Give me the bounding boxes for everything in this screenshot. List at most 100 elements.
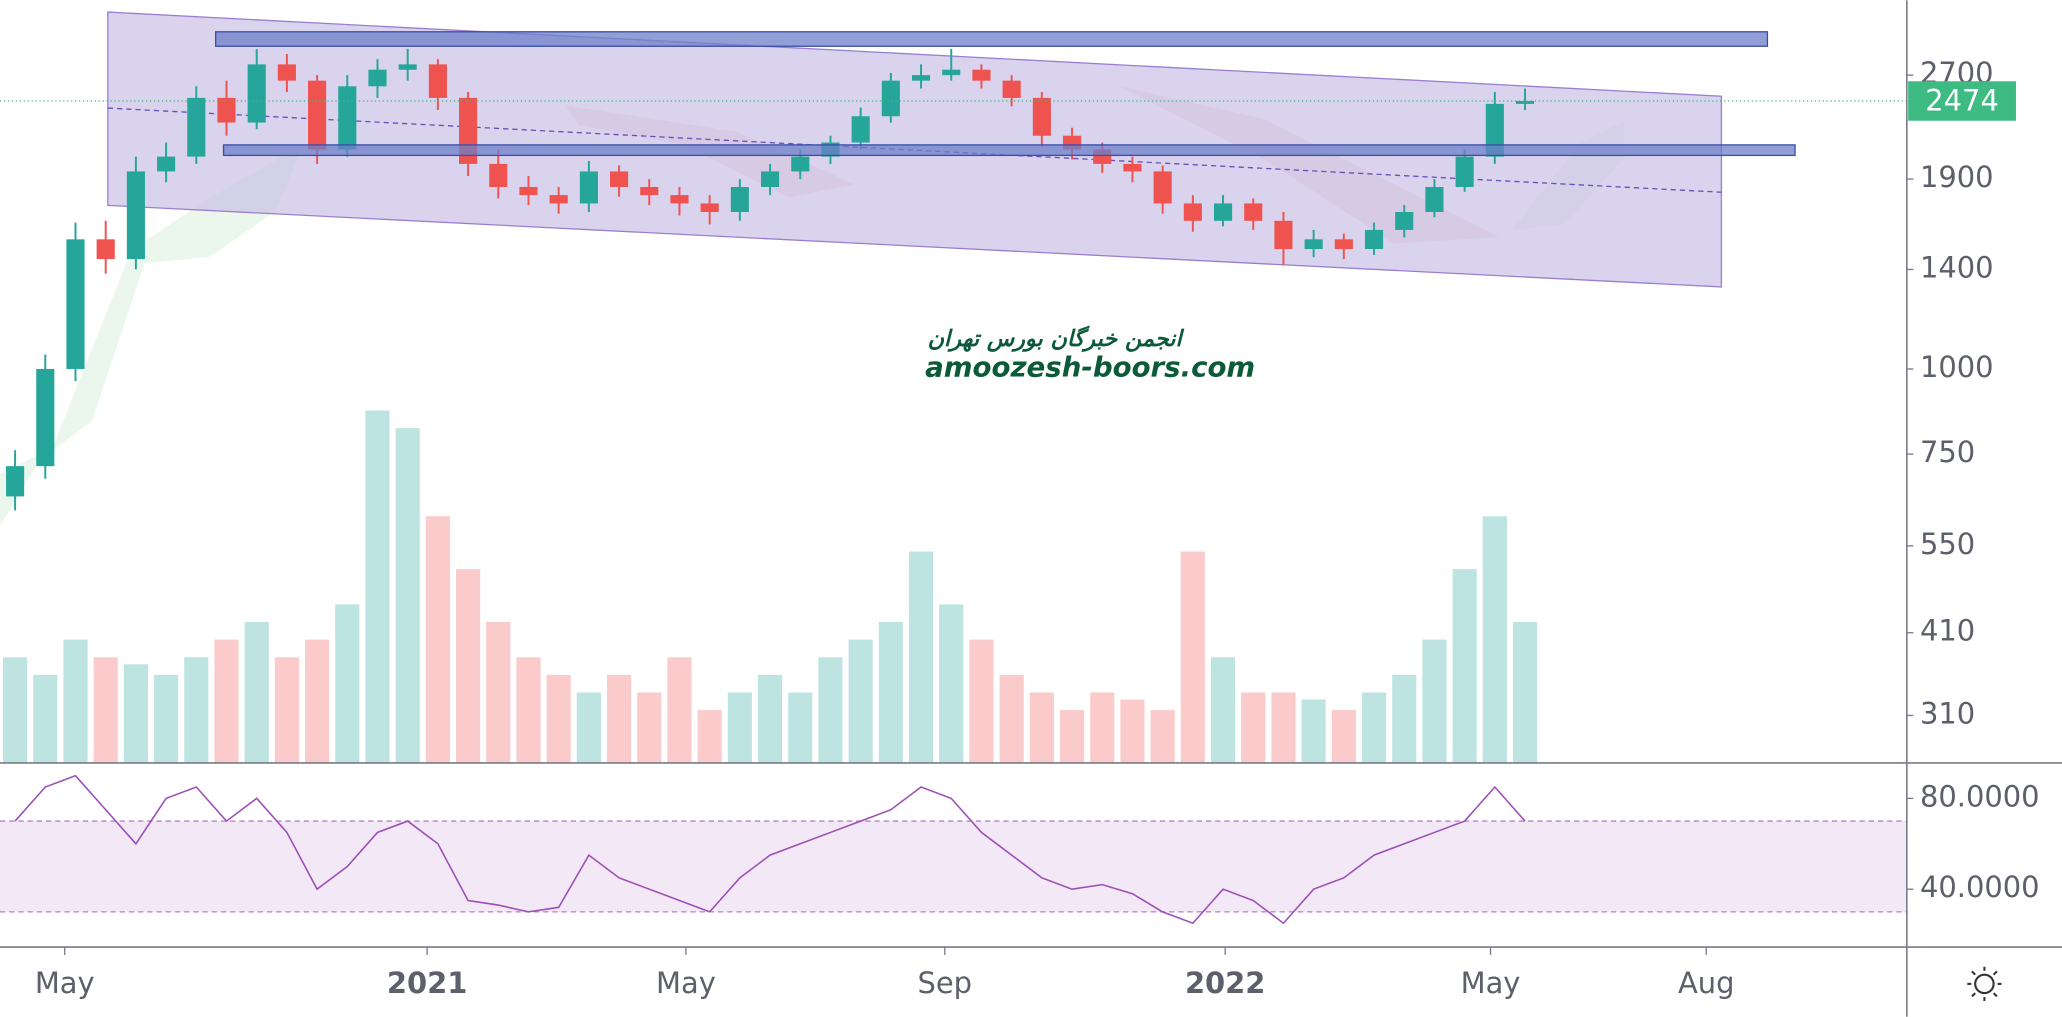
candle-body: [549, 195, 568, 204]
price-layer: [0, 48, 1907, 925]
candle-body: [519, 186, 538, 196]
candle-body: [157, 156, 176, 172]
volume-bar: [335, 604, 360, 763]
volume-bar: [1090, 692, 1115, 763]
volume-bar: [999, 674, 1024, 763]
channel-midline: [107, 107, 1722, 193]
rsi-tick-label: 40.0000: [1920, 870, 2040, 904]
watermark-persian: انجمن خبرگان بورس تهران: [928, 325, 1185, 352]
volume-bar: [1150, 710, 1175, 763]
candle-body: [1123, 163, 1142, 172]
candle-body: [338, 86, 357, 150]
candle-body: [972, 69, 991, 81]
candle-body: [1515, 100, 1535, 104]
volume-bar: [1210, 657, 1236, 763]
candle-body: [1213, 203, 1233, 221]
candle-body: [1002, 80, 1021, 98]
last-price-box: [1908, 81, 2016, 121]
candle-body: [670, 195, 689, 204]
candle-body: [579, 171, 598, 204]
y-tick-label: 1000: [1920, 350, 1994, 384]
y-tick-label: 310: [1920, 696, 1975, 730]
candle-body: [126, 171, 145, 260]
resistance-zone: [215, 31, 1769, 47]
volume-bar: [969, 639, 994, 763]
candle-body: [1455, 156, 1474, 187]
rsi-tick-label: 80.0000: [1920, 779, 2040, 813]
candle-body: [1032, 97, 1051, 136]
volume-bar: [274, 657, 299, 763]
volume-bar: [123, 664, 148, 763]
volume-bar: [425, 516, 450, 763]
volume-bar: [757, 674, 783, 763]
candle-body: [489, 163, 508, 187]
volume-bar: [727, 692, 752, 763]
candle-body: [911, 75, 931, 81]
volume-bar: [848, 639, 873, 763]
candle-body: [1395, 211, 1414, 230]
volume-bar: [1392, 674, 1417, 763]
candle-body: [36, 368, 55, 467]
volume-bar: [184, 657, 209, 763]
candle-body: [1244, 203, 1263, 221]
candle-body: [398, 64, 417, 70]
candle-body: [1425, 186, 1444, 212]
y-tick-label: 550: [1920, 527, 1975, 561]
volume-bar: [63, 639, 88, 763]
candle-body: [1334, 239, 1353, 250]
x-tick-label: 2021: [387, 966, 468, 1000]
volume-bar: [395, 428, 420, 763]
volume-bar: [214, 639, 239, 763]
volume-bar: [1271, 692, 1296, 763]
volume-bar: [908, 551, 934, 763]
y-tick-label: 1900: [1920, 160, 1994, 194]
y-tick-label: 1400: [1920, 250, 1994, 284]
volume-bar: [878, 621, 903, 763]
volume-bar: [576, 692, 601, 763]
candle-body: [610, 171, 629, 187]
volume-bar: [1301, 699, 1326, 763]
y-tick-label: 410: [1920, 614, 1975, 648]
candle-body: [1364, 229, 1384, 250]
candle-body: [700, 203, 719, 212]
volume-bar: [1120, 699, 1145, 763]
candle-body: [942, 69, 961, 76]
volume-bar: [1422, 639, 1447, 763]
volume-bar: [154, 674, 179, 763]
support-zone: [222, 144, 1796, 157]
volume-bar: [1452, 569, 1477, 763]
candle-body: [428, 64, 447, 98]
candle-body: [247, 64, 266, 123]
volume-bar: [305, 639, 330, 763]
candle-body: [1274, 220, 1293, 250]
candle-body: [308, 80, 327, 150]
volume-bar: [33, 674, 58, 763]
settings-icon[interactable]: [1967, 966, 2002, 1001]
x-tick-label: 2022: [1185, 966, 1266, 1000]
rsi-band: [0, 821, 1907, 912]
candle-body: [1183, 203, 1202, 221]
candle-body: [851, 116, 870, 143]
candle-body: [187, 97, 206, 157]
watermark-url: amoozesh-boors.com: [925, 350, 1255, 383]
x-tick-label: May: [1461, 966, 1521, 1000]
candle-body: [96, 239, 115, 260]
y-tick-label: 750: [1920, 435, 1975, 469]
ichimoku-cloud: [0, 144, 303, 527]
candle-body: [66, 239, 85, 369]
candle-body: [761, 171, 780, 187]
volume-bar: [1029, 692, 1054, 763]
candle-body: [1485, 103, 1504, 157]
candle-body: [368, 69, 387, 87]
volume-bar: [486, 621, 511, 763]
volume-bar: [606, 674, 632, 763]
volume-bar: [365, 410, 390, 763]
volume-bar: [516, 657, 541, 763]
rsi-line: [14, 774, 1526, 925]
volume-bar: [1482, 516, 1507, 763]
volume-bar: [1512, 621, 1538, 763]
zones: [215, 31, 1796, 157]
